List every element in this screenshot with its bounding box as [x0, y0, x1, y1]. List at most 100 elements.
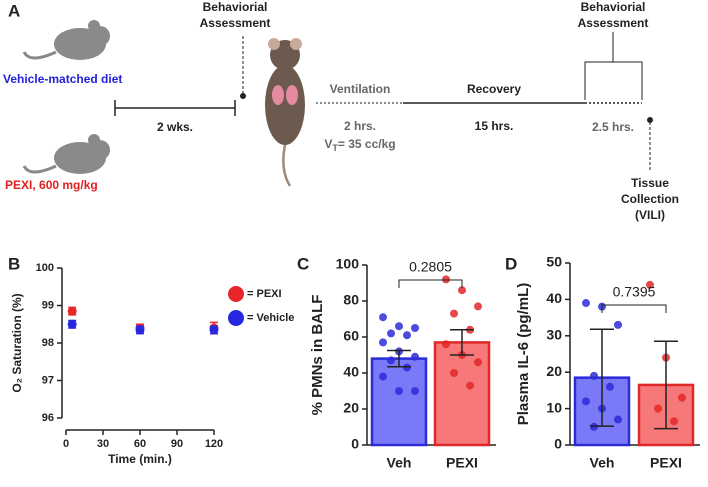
label: PEXI, 600 mg/kg [5, 178, 98, 192]
y-tick-label: 96 [42, 412, 54, 424]
y-axis-label: Plasma IL-6 (pg/mL) [515, 283, 532, 426]
p-value: 0.7395 [613, 284, 656, 300]
point [379, 372, 387, 381]
point [458, 286, 466, 295]
timeline [114, 32, 651, 170]
dot [647, 117, 653, 123]
label: Recovery [467, 82, 521, 96]
y-tick-label: 98 [42, 337, 54, 349]
label: (VILI) [635, 208, 665, 222]
x-tick-label: 30 [97, 438, 109, 450]
point [411, 352, 419, 361]
point [395, 322, 403, 331]
panel-label: C [297, 254, 309, 273]
point [135, 325, 145, 335]
y-tick-label: 99 [42, 299, 54, 311]
legend-swatch [228, 286, 244, 302]
point [379, 338, 387, 347]
error-bar [450, 329, 474, 356]
legend-label: = Vehicle [247, 312, 294, 324]
bracket [601, 304, 667, 313]
label: Behaviorial [581, 0, 646, 14]
point [403, 331, 411, 340]
point [411, 324, 419, 332]
label: Ventilation [330, 82, 391, 96]
point [582, 299, 590, 308]
error-bar [387, 349, 411, 368]
y-axis-label: O₂ Saturation (%) [10, 293, 24, 392]
x-tick-label: PEXI [650, 455, 682, 471]
label: Tissue [631, 176, 669, 190]
p-value: 0.2805 [409, 259, 452, 275]
point [614, 320, 622, 329]
point [442, 275, 450, 284]
legend-label: = PEXI [247, 288, 282, 300]
point [387, 329, 395, 338]
point [450, 309, 458, 318]
y-tick-label: 0 [554, 436, 562, 452]
point [646, 280, 654, 289]
error-bar [590, 328, 614, 427]
y-tick-label: 80 [343, 292, 359, 308]
mouse-bottom [22, 134, 110, 174]
x-axis-label: Time (min.) [108, 452, 172, 466]
point [590, 371, 598, 380]
y-tick-label: 50 [546, 254, 562, 270]
point [387, 356, 395, 365]
point [403, 363, 411, 372]
mouse-top [22, 20, 110, 60]
point [678, 393, 686, 402]
bracket [398, 279, 463, 288]
point [395, 387, 403, 395]
label: Collection [621, 192, 679, 206]
panel-label: A [8, 1, 20, 20]
point [209, 325, 219, 335]
label: 2 wks. [157, 120, 193, 134]
point [411, 387, 419, 395]
y-tick-label: 0 [351, 436, 359, 452]
y-tick-label: 100 [336, 256, 360, 272]
point [450, 369, 458, 377]
point [654, 404, 662, 413]
point [474, 302, 482, 311]
point [379, 313, 387, 322]
panel-label: B [8, 254, 20, 273]
dot [240, 93, 246, 99]
point [582, 397, 590, 406]
label: Assessment [578, 16, 649, 30]
point [474, 358, 482, 367]
error-bar [654, 340, 678, 430]
label: 15 hrs. [475, 119, 514, 133]
x-tick-label: 120 [205, 438, 223, 450]
label: VT= 35 cc/kg [324, 137, 395, 153]
point [606, 382, 614, 391]
mouse-center [265, 38, 305, 187]
y-tick-label: 10 [546, 399, 562, 415]
label: Vehicle-matched diet [3, 72, 122, 86]
panel-label: D [505, 254, 517, 273]
bar [370, 357, 428, 447]
x-tick-label: PEXI [446, 455, 478, 471]
x-tick-label: 0 [63, 438, 69, 450]
point [442, 340, 450, 349]
point [67, 306, 77, 316]
y-tick-label: 60 [343, 328, 359, 344]
point [466, 381, 474, 390]
x-tick-label: Veh [387, 455, 412, 471]
label: 2.5 hrs. [592, 120, 634, 134]
y-tick-label: 40 [546, 290, 562, 306]
point [614, 415, 622, 424]
y-tick-label: 97 [42, 374, 54, 386]
y-tick-label: 30 [546, 327, 562, 343]
legend-swatch [228, 310, 244, 326]
point [67, 319, 77, 329]
x-tick-label: Veh [590, 455, 615, 471]
label: Assessment [200, 16, 271, 30]
y-axis-label: % PMNs in BALF [309, 295, 326, 416]
y-tick-label: 40 [343, 364, 359, 380]
x-tick-label: 90 [171, 438, 183, 450]
point [670, 417, 678, 426]
label: 2 hrs. [344, 119, 376, 133]
y-tick-label: 20 [546, 363, 562, 379]
